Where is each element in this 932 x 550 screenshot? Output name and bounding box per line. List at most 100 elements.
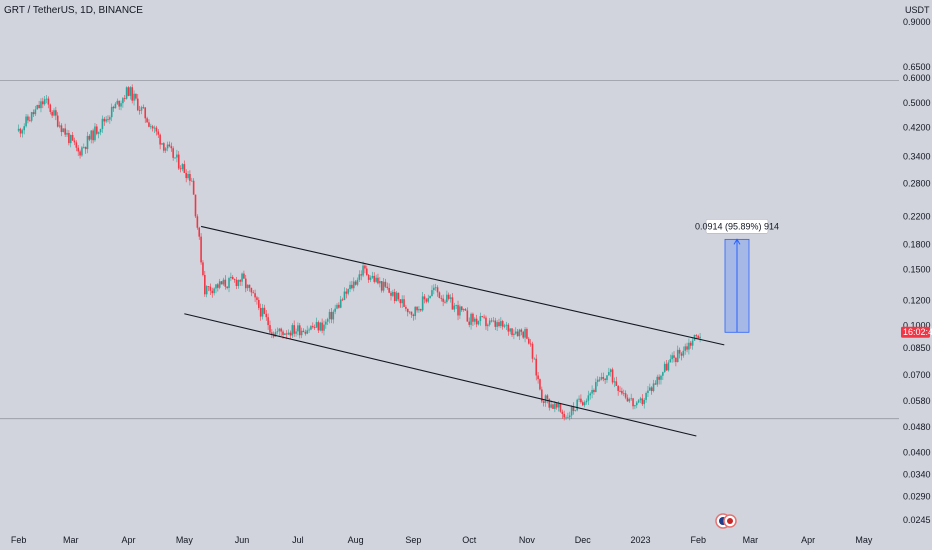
candle-body-349 [667,362,670,371]
price-tick-label: 0.3400 [903,152,931,162]
candle-body-342 [654,383,657,385]
candle-body-170 [334,308,336,312]
candle-body-306 [587,395,590,401]
candle-body-365 [697,335,700,339]
candle-body-48 [107,119,109,121]
measure-tool[interactable]: 0.0914 (95.89%) 914 [695,219,779,333]
candle-body-193 [377,277,379,284]
candle-body-5 [27,116,29,121]
candle-body-352 [673,355,675,358]
candle-body-128 [256,297,258,300]
candle-body-148 [293,325,295,334]
candle-body-115 [231,276,234,280]
candle-body-120 [241,273,243,282]
candle-body-105 [213,288,215,294]
candle-body-162 [319,322,322,331]
candle-body-163 [321,322,323,331]
candle-body-133 [265,313,268,318]
candle-body-270 [520,329,523,332]
candle-body-222 [431,290,433,297]
candle-body-298 [572,406,575,411]
candle-body-113 [228,278,230,288]
candle-body-64 [136,98,139,111]
chart-title: GRT / TetherUS, 1D, BINANCE [4,5,143,16]
candle-body-27 [68,132,70,144]
candle-body-272 [524,329,526,338]
candle-body-95 [194,194,197,217]
candle-body-60 [129,87,132,96]
channel-upper-line[interactable] [200,225,725,346]
flag-icon[interactable] [715,513,737,529]
candle-body-66 [140,107,143,111]
candle-body-347 [663,363,666,373]
candle-body-124 [248,284,251,288]
candle-body-177 [347,289,349,294]
candle-body-322 [617,385,619,391]
candle-body-288 [554,403,556,409]
candle-body-114 [230,276,232,279]
candle-body-179 [351,284,353,289]
candle-body-172 [338,304,340,308]
candle-body-176 [345,291,348,294]
candle-body-203 [395,292,398,301]
candle-body-195 [380,281,383,291]
candle-body-44 [99,128,102,133]
candle-body-333 [637,400,640,403]
candle-body-228 [442,298,444,302]
candle-body-80 [166,144,169,149]
candle-body-0 [17,128,20,131]
candle-body-90 [185,172,187,179]
candle-body-266 [513,333,515,336]
candle-body-77 [161,143,163,145]
candle-body-335 [641,398,644,405]
candle-body-256 [494,320,497,327]
channel-lines [184,225,725,437]
candle-body-155 [306,330,309,334]
candle-body-144 [285,333,288,335]
candle-body-277 [533,358,536,360]
candle-body-46 [103,118,106,122]
candle-body-241 [466,310,469,322]
channel-lower-line[interactable] [184,313,697,437]
candle-body-314 [602,377,605,379]
candle-body-85 [176,154,178,158]
candle-body-131 [261,307,264,317]
candle-body-307 [589,393,592,396]
candle-body-280 [539,379,541,390]
candle-body-26 [66,132,68,135]
candle-body-331 [634,405,636,407]
candle-body-8 [32,112,35,115]
candle-body-100 [204,274,206,295]
candle-body-264 [509,328,511,332]
time-axis[interactable]: Feb Mar Apr May Jun Jul Aug Sep Oct Nov Dec 2023 Feb… [11,535,873,545]
candle-body-31 [75,142,78,148]
candle-body-255 [492,320,495,322]
candle-body-201 [392,291,394,296]
candle-body-2 [21,130,24,134]
candle-body-320 [613,381,616,383]
candle-body-14 [43,99,46,105]
candle-body-281 [541,389,543,402]
candle-body-3 [23,126,26,131]
candle-body-225 [436,287,439,293]
candle-body-301 [578,398,580,400]
candle-body-360 [688,342,690,350]
candle-body-99 [202,262,204,275]
candle-body-15 [45,98,48,100]
measure-arrow-head [733,238,741,245]
candle-body-231 [447,294,450,299]
candle-body-207 [403,299,405,307]
price-tick-label: 0.2200 [903,212,931,222]
candle-body-122 [244,278,247,289]
candle-body-191 [373,275,376,282]
price-tick-label: 0.6000 [903,73,931,83]
candle-body-41 [94,126,96,141]
candle-body-316 [606,375,608,381]
candle-body-84 [174,157,176,159]
candle-body-33 [79,151,81,156]
candle-body-108 [218,281,221,288]
candle-body-92 [189,174,191,181]
candle-body-1 [19,128,22,134]
